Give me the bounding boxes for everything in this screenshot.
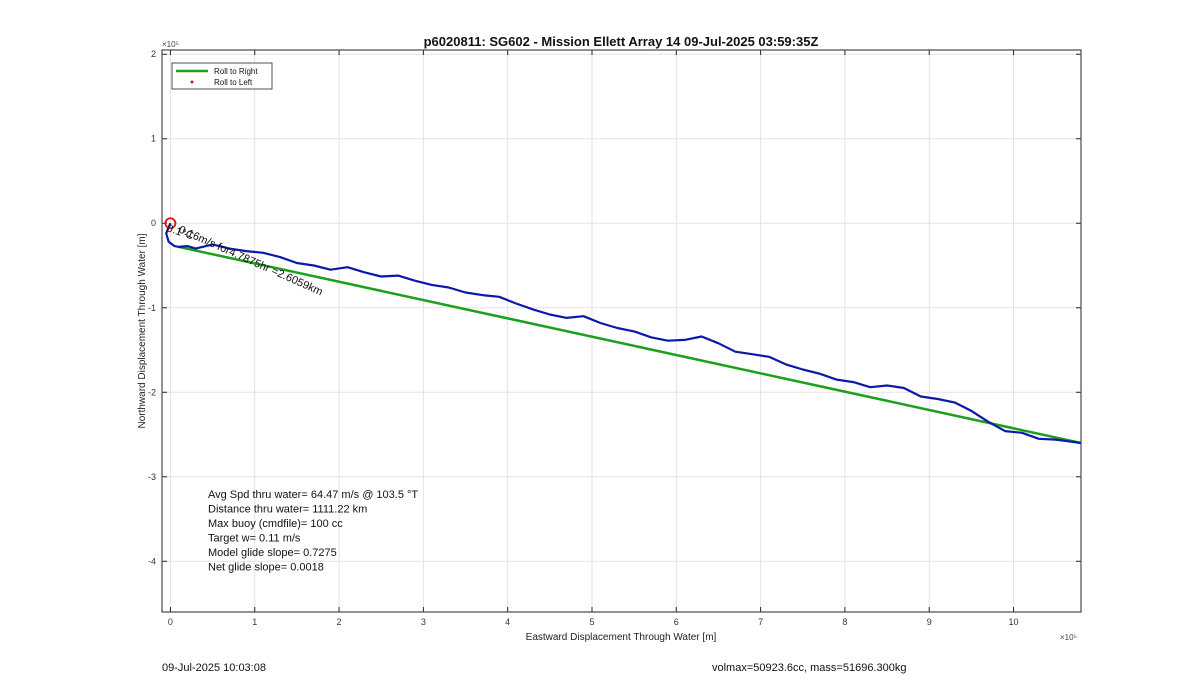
series-roll-to-left-point [164, 217, 177, 230]
x-exponent-label: ×10⁵ [1060, 633, 1077, 642]
y-exponent-label: ×10⁵ [162, 40, 179, 49]
series-roll-to-right-line [178, 245, 1082, 445]
y-tick-label: -1 [148, 303, 156, 313]
x-tick-label: 5 [589, 617, 594, 627]
y-axis-ticks: 2 1 0 -1 -2 -3 -4 [148, 49, 1081, 566]
x-tick-label: 9 [927, 617, 932, 627]
grid [162, 50, 1081, 612]
x-axis-label: Eastward Displacement Through Water [m] [526, 632, 717, 643]
x-tick-label: 4 [505, 617, 510, 627]
legend: Roll to Right Roll to Left [171, 62, 273, 90]
x-tick-label: 8 [842, 617, 847, 627]
legend-box [171, 62, 273, 90]
series-group [164, 217, 1082, 445]
x-tick-label: 7 [758, 617, 763, 627]
y-tick-label: -3 [148, 472, 156, 482]
stats-line: Net glide slope= 0.0018 [208, 562, 324, 574]
x-tick-label: 6 [674, 617, 679, 627]
stats-block: Avg Spd thru water= 64.47 m/s @ 103.5 °T… [208, 489, 418, 574]
x-tick-label: 3 [421, 617, 426, 627]
y-tick-label: -2 [148, 387, 156, 397]
y-tick-label: -4 [148, 556, 156, 566]
y-tick-label: 2 [151, 49, 156, 59]
stats-line: Target w= 0.11 m/s [208, 533, 301, 545]
y-axis-label: Northward Displacement Through Water [m] [137, 233, 148, 428]
stats-line: Avg Spd thru water= 64.47 m/s @ 103.5 °T [208, 489, 418, 501]
stats-line: Distance thru water= 1111.22 km [208, 504, 367, 516]
plot-area [161, 49, 1082, 613]
legend-label-roll-left: Roll to Left [214, 78, 253, 87]
x-axis-ticks: 0 1 2 3 4 5 6 7 8 9 10 [168, 50, 1019, 627]
stats-line: Max buoy (cmdfile)= 100 cc [208, 518, 343, 530]
legend-label-roll-right: Roll to Right [214, 67, 258, 76]
x-tick-label: 2 [337, 617, 342, 627]
y-tick-label: 0 [151, 218, 156, 228]
series-track-line [165, 222, 1082, 445]
stats-line: Model glide slope= 0.7275 [208, 547, 337, 559]
x-tick-label: 1 [252, 617, 257, 627]
footer-date: 09-Jul-2025 10:03:08 [162, 662, 266, 674]
x-tick-label: 10 [1009, 617, 1019, 627]
y-tick-label: 1 [151, 134, 156, 144]
x-tick-label: 0 [168, 617, 173, 627]
chart-title: p6020811: SG602 - Mission Ellett Array 1… [424, 34, 819, 49]
legend-swatch-roll-left [190, 80, 194, 84]
footer-volmax: volmax=50923.6cc, mass=51696.300kg [712, 662, 907, 674]
